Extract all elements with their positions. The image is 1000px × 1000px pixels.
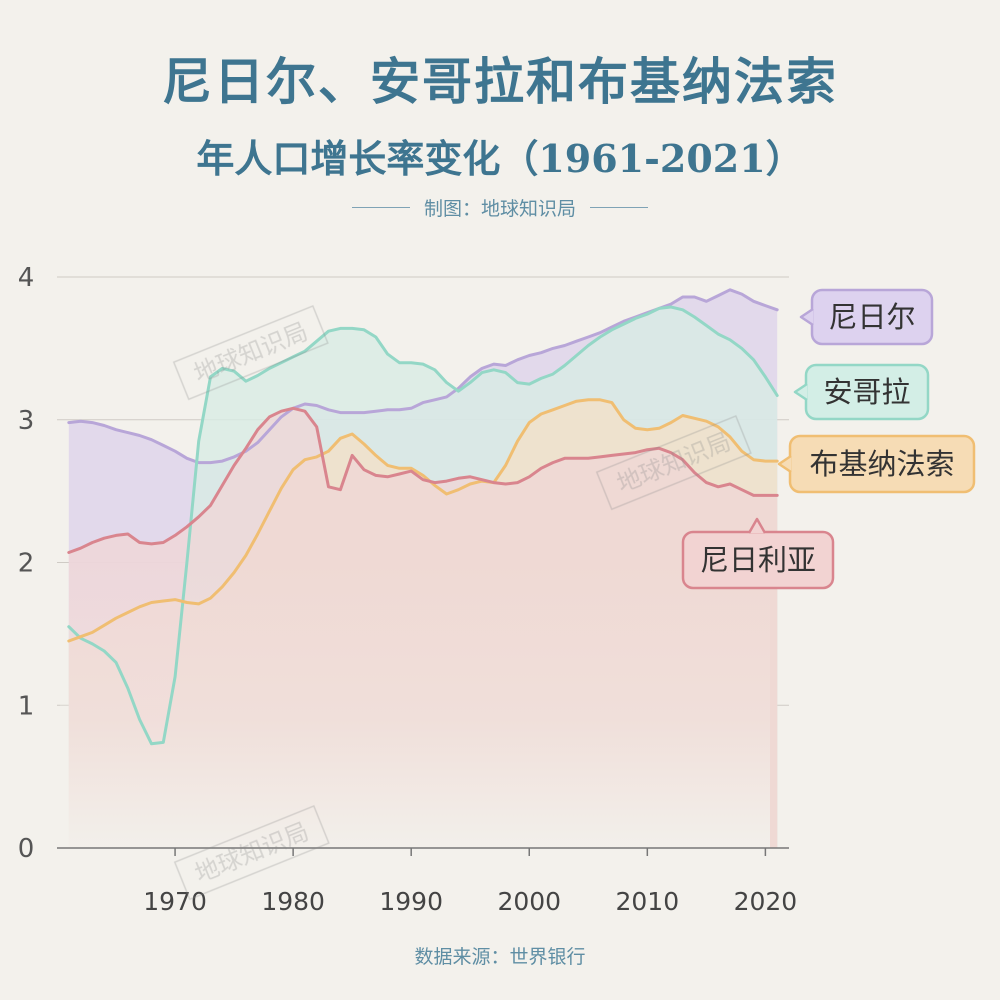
series-label-text-3: 尼日利亚 <box>700 543 816 577</box>
x-tick-label-1990: 1990 <box>379 887 443 916</box>
y-tick-label-4: 4 <box>18 263 35 293</box>
y-tick-label-1: 1 <box>18 691 35 721</box>
series-label-pointer-1 <box>793 382 808 402</box>
series-label-text-0: 尼日尔 <box>828 300 915 334</box>
credit-rule-left <box>351 207 410 208</box>
series-line-1 <box>67 305 779 746</box>
bottom-fade <box>60 560 770 850</box>
series-label-2: 布基纳法索 <box>777 434 976 494</box>
series-label-1: 安哥拉 <box>793 363 930 421</box>
series-lines <box>67 288 779 746</box>
axes: 0 1 2 3 4 1970 1980 1990 2000 2010 2020 <box>18 263 797 916</box>
chart-credit: 制图：地球知识局 <box>0 194 1000 221</box>
x-tick-label-1980: 1980 <box>261 887 325 916</box>
series-label-0: 尼日尔 <box>799 288 934 346</box>
series-label-text-2: 布基纳法索 <box>809 447 954 481</box>
y-tick-label-3: 3 <box>18 406 35 436</box>
y-tick-label-0: 0 <box>18 834 35 864</box>
chart-subtitle: 年人口增长率变化（1961-2021） <box>196 136 804 181</box>
series-line-3 <box>67 406 779 554</box>
chart-title: 尼日尔、安哥拉和布基纳法索 <box>162 52 838 111</box>
data-source: 数据来源：世界银行 <box>414 946 586 968</box>
series-label-pointer-3 <box>747 517 767 534</box>
series-label-3: 尼日利亚 <box>681 517 835 590</box>
x-tick-label-2020: 2020 <box>734 887 798 916</box>
watermark-box-0 <box>172 305 329 401</box>
watermark-box-1 <box>595 415 752 511</box>
x-tick-label-1970: 1970 <box>143 887 207 916</box>
credit-rule-right <box>590 207 648 208</box>
y-tick-label-2: 2 <box>18 549 35 579</box>
series-label-pointer-0 <box>799 307 814 327</box>
x-tick-label-2000: 2000 <box>497 887 561 916</box>
series-label-text-1: 安哥拉 <box>823 375 910 409</box>
x-tick-label-2010: 2010 <box>616 887 680 916</box>
credit-text: 制图：地球知识局 <box>423 198 576 220</box>
series-label-pointer-2 <box>777 454 792 474</box>
watermark-box-2 <box>173 805 330 901</box>
series-line-2 <box>67 398 779 643</box>
